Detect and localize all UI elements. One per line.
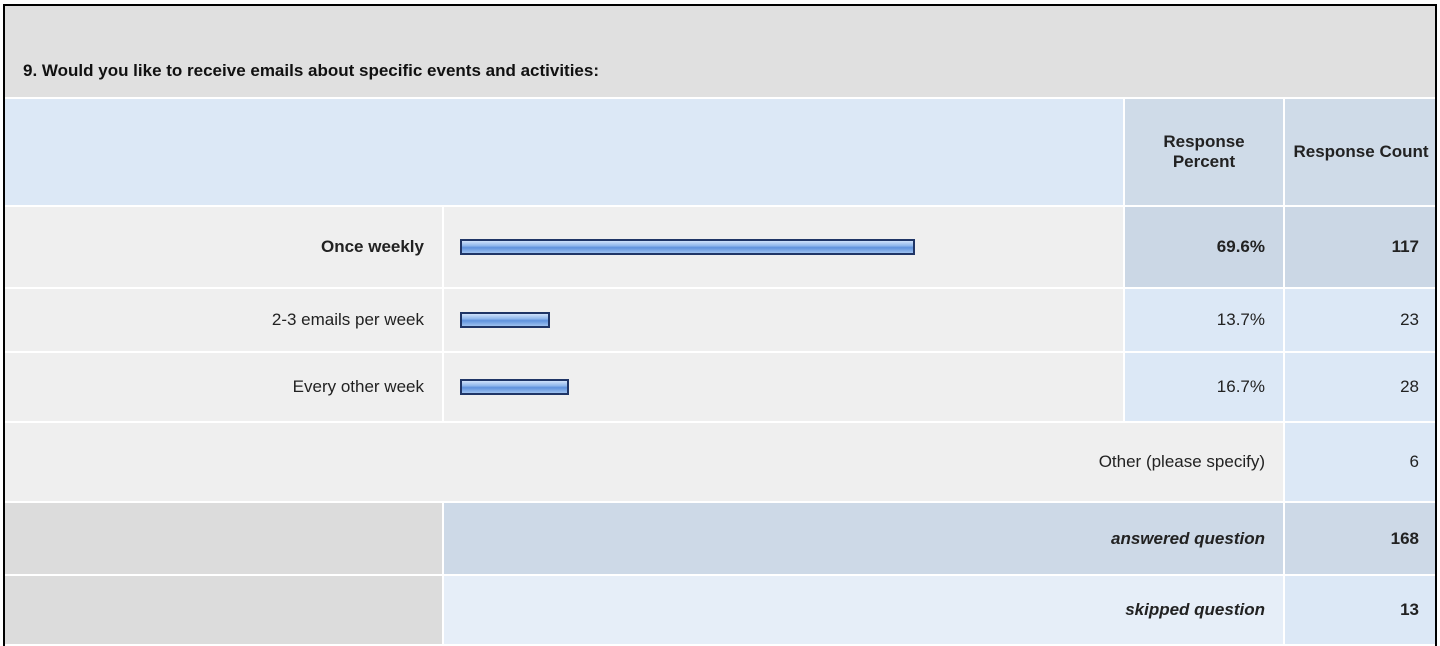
bar-cell: [444, 353, 1123, 421]
answer-row: 2-3 emails per week 13.7% 23: [5, 289, 1435, 351]
other-label: Other (please specify): [5, 423, 1283, 501]
response-count: 28: [1285, 353, 1435, 421]
header-blank: [5, 99, 1123, 205]
response-count: 117: [1285, 207, 1435, 287]
summary-row: skipped question 13: [5, 576, 1435, 644]
results-panel: 9. Would you like to receive emails abou…: [3, 4, 1437, 646]
header-percent: Response Percent: [1125, 99, 1283, 205]
summary-label: answered question: [444, 503, 1283, 574]
summary-blank: [5, 576, 442, 644]
question-title: 9. Would you like to receive emails abou…: [5, 6, 1435, 97]
bar: [460, 379, 570, 395]
answer-row: Every other week 16.7% 28: [5, 353, 1435, 421]
results-table: 9. Would you like to receive emails abou…: [5, 6, 1435, 646]
header-count: Response Count: [1285, 99, 1435, 205]
bar-cell: [444, 289, 1123, 351]
bar: [460, 239, 916, 255]
answer-label: Every other week: [5, 353, 442, 421]
summary-blank: [5, 503, 442, 574]
response-percent: 13.7%: [1125, 289, 1283, 351]
answer-label: Once weekly: [5, 207, 442, 287]
summary-label: skipped question: [444, 576, 1283, 644]
answer-row: Once weekly 69.6% 117: [5, 207, 1435, 287]
bar: [460, 312, 550, 328]
response-percent: 16.7%: [1125, 353, 1283, 421]
summary-count: 168: [1285, 503, 1435, 574]
other-count: 6: [1285, 423, 1435, 501]
response-percent: 69.6%: [1125, 207, 1283, 287]
other-row: Other (please specify) 6: [5, 423, 1435, 501]
bar-cell: [444, 207, 1123, 287]
response-count: 23: [1285, 289, 1435, 351]
summary-count: 13: [1285, 576, 1435, 644]
answer-label: 2-3 emails per week: [5, 289, 442, 351]
summary-row: answered question 168: [5, 503, 1435, 574]
